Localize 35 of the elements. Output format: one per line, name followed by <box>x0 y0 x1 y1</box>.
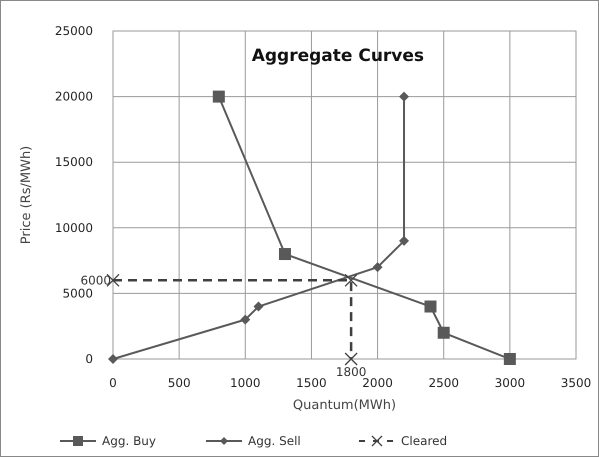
point <box>278 248 291 260</box>
x-tick-label: 0 <box>109 376 117 390</box>
point <box>240 314 250 325</box>
point <box>424 300 436 313</box>
point <box>399 236 410 246</box>
y-tick-label: 5000 <box>62 286 93 300</box>
x-tick-label: 1000 <box>230 376 261 390</box>
y-tick-label: 20000 <box>54 90 93 104</box>
x-tick-label: 3000 <box>494 376 526 390</box>
point <box>344 274 358 287</box>
x-tick-label: 1500 <box>296 376 327 390</box>
x-tick-label: 500 <box>168 376 191 390</box>
point <box>254 302 264 312</box>
y-tick-label: 25000 <box>54 24 93 38</box>
point <box>504 353 516 365</box>
annotation: 6000 <box>80 273 111 288</box>
x-tick-label: 3500 <box>560 376 592 390</box>
legend-label: Agg. Sell <box>248 434 301 448</box>
y-tick-label: 10000 <box>54 220 93 235</box>
legend-label: Agg. Buy <box>102 434 156 448</box>
annotation: 1800 <box>336 365 366 379</box>
x-tick-label: 2500 <box>428 376 459 390</box>
point <box>344 352 358 366</box>
y-tick-label: 0 <box>85 352 93 366</box>
point <box>212 90 225 103</box>
point <box>108 354 118 364</box>
x-axis-title: Quantum(MWh) <box>292 398 396 413</box>
y-tick-label: 15000 <box>54 155 93 170</box>
text: Aggregate Curves <box>252 46 424 66</box>
x-tick-label: 2000 <box>362 376 393 390</box>
legend-label: Cleared <box>401 434 448 448</box>
point <box>372 262 383 272</box>
point <box>399 92 410 102</box>
y-axis-title: Price (Rs/MWh) <box>19 146 34 244</box>
point <box>438 326 450 339</box>
